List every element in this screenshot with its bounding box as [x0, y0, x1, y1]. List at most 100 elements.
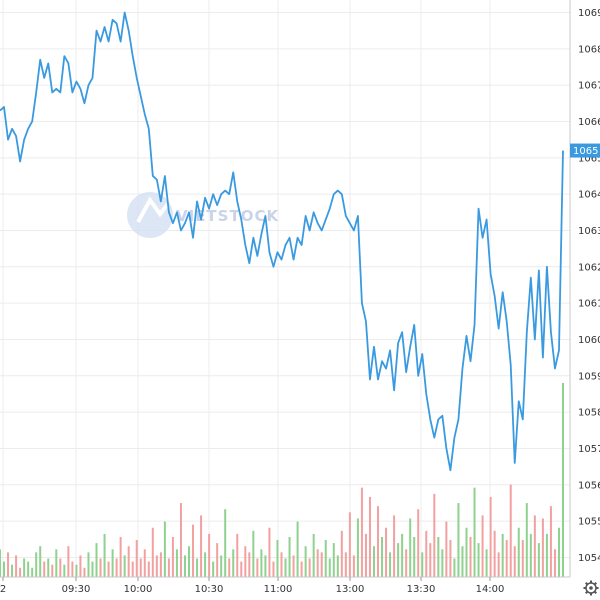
- x-tick-label: 14:00: [476, 584, 505, 595]
- volume-bar: [59, 558, 62, 577]
- volume-bar: [91, 561, 94, 577]
- volume-bar: [284, 558, 287, 577]
- volume-bar: [562, 382, 564, 577]
- x-tick-label: 10:30: [195, 584, 224, 595]
- volume-bar: [296, 521, 299, 577]
- volume-bar: [123, 555, 126, 577]
- x-tick-label: 10:00: [124, 584, 153, 595]
- volume-bar: [413, 536, 416, 577]
- x-tick-label: 13:30: [407, 584, 436, 595]
- volume-bar: [409, 518, 412, 577]
- volume-bar: [304, 546, 307, 577]
- volume-bar: [131, 561, 134, 577]
- y-tick-label: 1067: [578, 81, 600, 92]
- volume-bar: [368, 496, 371, 577]
- volume-bar: [328, 558, 331, 577]
- volume-bar: [377, 506, 380, 577]
- volume-bar: [111, 549, 114, 577]
- volume-bar: [183, 555, 186, 577]
- volume-bar: [453, 558, 456, 577]
- volume-bar: [11, 564, 14, 577]
- x-axis: 2 09:30 10:00 10:30 11:00 13:00 13:30 14:00: [0, 577, 504, 595]
- price-line: [0, 11, 564, 472]
- y-tick-label: 1060: [578, 335, 600, 346]
- volume-bar: [159, 552, 162, 577]
- price-line-layer: [0, 11, 564, 472]
- volume-bar: [175, 549, 178, 577]
- volume-bar: [55, 549, 58, 577]
- volume-bar: [288, 536, 291, 577]
- volume-bar: [196, 558, 199, 577]
- x-tick-label: 13:00: [336, 584, 365, 595]
- x-tick-label: 11:00: [264, 584, 293, 595]
- volume-bar: [3, 561, 6, 577]
- volume-bar: [268, 527, 271, 577]
- volume-bar: [401, 533, 404, 577]
- volume-bar: [489, 496, 492, 577]
- volume-bar: [212, 561, 215, 577]
- volume-bar: [244, 546, 247, 577]
- volume-bar: [220, 555, 223, 577]
- volume-bar: [385, 527, 388, 577]
- volume-bar: [63, 564, 66, 577]
- volume-bar: [23, 558, 26, 577]
- volume-bar: [300, 561, 303, 577]
- volume-bar: [316, 549, 319, 577]
- volume-bar: [320, 552, 323, 577]
- y-tick-label: 1068: [578, 44, 600, 55]
- volume-bar: [485, 549, 488, 577]
- volume-bar: [224, 509, 227, 577]
- volume-bar: [549, 506, 552, 577]
- volume-bar: [332, 543, 335, 577]
- volume-bar: [252, 530, 255, 577]
- volume-bar: [441, 549, 444, 577]
- volume-bar: [51, 564, 54, 577]
- volume-bar: [541, 518, 544, 577]
- volume-bar: [99, 558, 102, 577]
- volume-bar: [15, 555, 18, 577]
- volume-bar: [344, 552, 347, 577]
- y-tick-label: 1055: [578, 517, 600, 528]
- volume-bar: [461, 546, 464, 577]
- volume-bar: [389, 552, 392, 577]
- volume-bar: [272, 561, 275, 577]
- volume-bar: [433, 493, 436, 577]
- x-tick-label: 09:30: [62, 584, 91, 595]
- y-tick-label: 1069: [578, 8, 600, 19]
- volume-bar: [192, 524, 195, 577]
- volume-bar: [248, 552, 251, 577]
- volume-bar: [481, 515, 484, 577]
- volume-bar: [429, 543, 432, 577]
- y-tick-label: 1054: [578, 553, 600, 564]
- volume-bar: [87, 552, 90, 577]
- volume-bar: [151, 527, 154, 577]
- volume-bar: [308, 558, 311, 577]
- last-price-marker: 1065: [570, 143, 600, 158]
- volume-bar: [360, 487, 363, 577]
- volume-bar: [208, 533, 211, 577]
- y-tick-label: 1056: [578, 480, 600, 491]
- volume-bar: [437, 536, 440, 577]
- volume-bar: [352, 555, 355, 577]
- last-price-box: [570, 143, 600, 158]
- volume-bar: [533, 515, 536, 577]
- volume-bar: [143, 549, 146, 577]
- volume-bar: [557, 527, 560, 577]
- volume-bar: [425, 530, 428, 577]
- volume-bar: [179, 503, 182, 577]
- volume-bar: [47, 558, 50, 577]
- volume-bar: [204, 552, 207, 577]
- y-tick-label: 1064: [578, 190, 600, 201]
- volume-bar: [521, 540, 524, 577]
- volume-bar: [75, 564, 78, 577]
- volume-bar: [139, 558, 142, 577]
- volume-bar: [545, 533, 548, 577]
- gear-icon[interactable]: [583, 580, 599, 596]
- volume-bar: [280, 552, 283, 577]
- volume-bar: [228, 558, 231, 577]
- volume-bar: [167, 558, 170, 577]
- volume-bar: [292, 555, 295, 577]
- volume-bar: [7, 552, 10, 577]
- volume-bar: [473, 487, 476, 577]
